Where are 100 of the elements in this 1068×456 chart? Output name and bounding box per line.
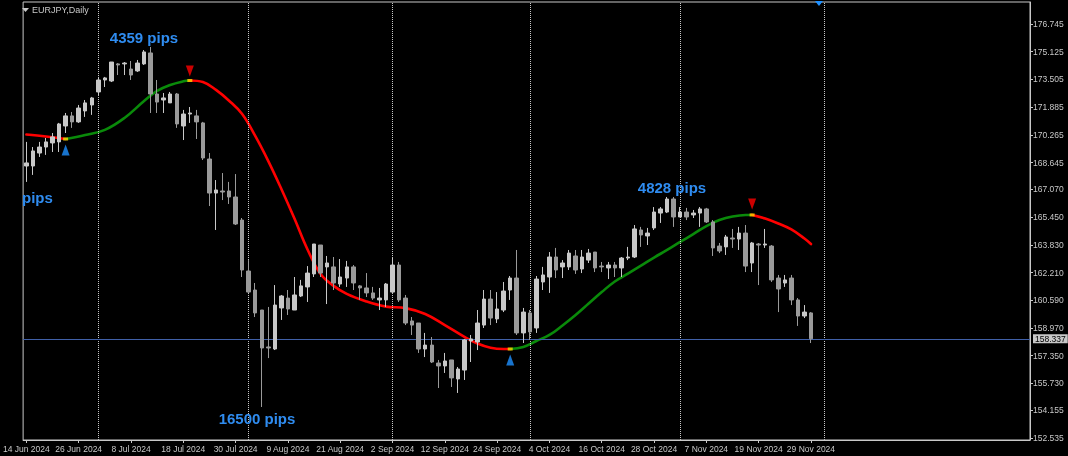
candlestick — [541, 266, 545, 291]
candlestick — [456, 366, 460, 394]
candlestick — [802, 304, 807, 319]
candlestick — [789, 274, 794, 306]
candlestick — [50, 132, 55, 153]
candlestick — [613, 261, 617, 278]
point — [507, 347, 513, 351]
candlestick — [534, 275, 539, 334]
candlestick — [671, 196, 676, 228]
candlestick — [416, 322, 421, 354]
annotation: pips — [22, 188, 53, 206]
candlestick — [449, 359, 454, 388]
chart-title: EURJPY,Daily — [32, 4, 90, 15]
candlestick — [560, 259, 565, 279]
x-tick-label: 14 Jun 2024 — [2, 443, 51, 454]
ref-line-label: 158.337 — [1035, 333, 1066, 344]
candlestick — [528, 309, 532, 341]
candlestick — [606, 261, 611, 280]
candlestick — [586, 248, 591, 264]
candlestick — [305, 265, 310, 303]
candlestick — [227, 181, 231, 205]
candlestick — [233, 173, 238, 226]
candlestick — [318, 244, 323, 278]
candlestick — [220, 172, 225, 201]
candlestick — [161, 92, 166, 114]
candlestick — [384, 282, 388, 308]
x-tick-label: 8 Jul 2024 — [111, 443, 151, 454]
candlestick — [331, 256, 336, 291]
x-tick-label: 16 Oct 2024 — [578, 443, 626, 454]
candlestick — [129, 60, 133, 81]
x-tick-label: 7 Nov 2024 — [684, 443, 729, 454]
candlestick — [469, 334, 473, 363]
y-tick-label: 155.730 — [1033, 378, 1064, 389]
y-tick-label: 168.645 — [1033, 157, 1064, 168]
candlestick — [135, 59, 140, 73]
candlestick — [508, 275, 512, 301]
candlestick — [181, 109, 186, 141]
candlestick — [567, 249, 571, 271]
x-tick-label: 9 Aug 2024 — [266, 443, 310, 454]
x-tick-label: 30 Jul 2024 — [213, 443, 258, 454]
x-tick-label: 24 Sep 2024 — [473, 443, 522, 454]
y-tick-label: 158.970 — [1033, 322, 1064, 333]
candlestick — [325, 255, 329, 305]
candlestick — [44, 137, 48, 156]
candlestick — [188, 106, 192, 124]
candlestick — [76, 104, 81, 124]
y-tick-label: 175.125 — [1033, 46, 1064, 57]
candlestick — [599, 261, 604, 273]
candlestick — [756, 242, 761, 286]
candlestick — [776, 274, 781, 313]
candlestick — [207, 152, 212, 207]
y-tick-label: 173.505 — [1033, 74, 1064, 85]
y-tick-label: 170.265 — [1033, 129, 1064, 140]
candlestick — [698, 206, 702, 228]
candlestick — [70, 111, 74, 129]
candlestick — [514, 249, 519, 336]
candlestick — [704, 207, 709, 224]
candlestick — [194, 109, 199, 140]
candlestick — [619, 256, 624, 278]
annotation: 4359 pips — [109, 28, 179, 46]
candlestick — [573, 249, 578, 275]
annotation: 4828 pips — [637, 178, 707, 196]
candlestick — [796, 297, 800, 327]
point — [748, 198, 757, 210]
candlestick — [410, 316, 414, 336]
y-tick-label: 160.590 — [1033, 295, 1064, 306]
x-tick-label: 19 Nov 2024 — [734, 443, 784, 454]
candlestick — [475, 309, 480, 351]
candlestick — [57, 122, 61, 153]
candlestick — [743, 224, 748, 273]
candlestick — [214, 179, 218, 231]
candlestick — [83, 99, 87, 118]
candlestick — [377, 287, 382, 311]
candlestick — [260, 309, 264, 408]
candlestick — [750, 241, 754, 273]
candlestick — [724, 234, 728, 256]
candlestick — [717, 242, 722, 254]
candlestick — [626, 246, 630, 261]
candlestick — [364, 272, 369, 298]
candlestick — [403, 294, 408, 326]
candlestick — [201, 121, 205, 161]
y-tick-label: 171.885 — [1033, 102, 1064, 113]
candlestick — [175, 92, 179, 129]
candlestick — [63, 112, 68, 134]
candlestick — [423, 332, 427, 358]
candlestick — [436, 359, 441, 389]
y-tick-label: 162.210 — [1033, 267, 1064, 278]
candlestick — [109, 61, 114, 83]
candlestick — [273, 284, 277, 351]
candlestick — [142, 49, 146, 66]
candlestick — [645, 227, 650, 246]
candlestick — [769, 244, 774, 283]
candlestick — [37, 141, 42, 158]
candlestick — [122, 61, 127, 76]
candlestick — [148, 46, 153, 114]
point — [61, 144, 70, 156]
candlestick — [593, 251, 597, 273]
candlestick — [554, 247, 558, 279]
candlestick — [521, 307, 526, 344]
x-tick-label: 18 Jul 2024 — [161, 443, 206, 454]
